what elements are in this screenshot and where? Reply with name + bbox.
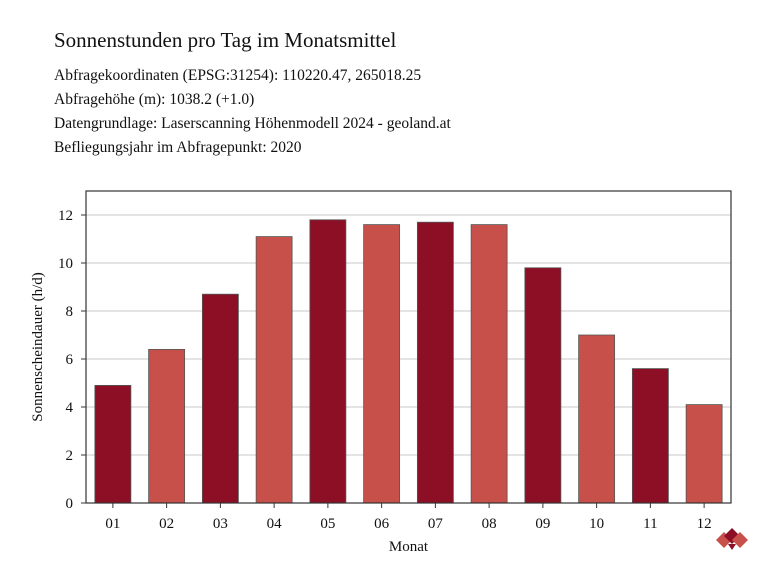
bar-07 <box>416 221 454 504</box>
chart-title: Sonnenstunden pro Tag im Monatsmittel <box>54 28 397 52</box>
x-tick-label-01: 01 <box>105 516 120 532</box>
x-tick-label-02: 02 <box>159 516 174 532</box>
bar-01 <box>94 384 132 504</box>
info-elevation: Abfragehöhe (m): 1038.2 (+1.0) <box>54 91 255 108</box>
x-tick-label-12: 12 <box>697 516 712 532</box>
bar-12 <box>685 404 723 504</box>
logo-icon <box>716 528 748 550</box>
bar-05 <box>309 219 347 504</box>
x-tick-label-03: 03 <box>213 516 228 532</box>
x-tick-label-04: 04 <box>267 516 283 532</box>
chart-header: Sonnenstunden pro Tag im Monatsmittel Ab… <box>54 26 451 160</box>
x-tick-label-11: 11 <box>643 516 657 532</box>
x-tick-label-07: 07 <box>428 516 444 532</box>
bar-02 <box>148 348 186 504</box>
y-tick-label-8: 8 <box>66 304 74 320</box>
bar-09 <box>524 267 562 504</box>
info-flight-year: Befliegungsjahr im Abfragepunkt: 2020 <box>54 139 302 156</box>
x-axis-label: Monat <box>389 539 429 555</box>
bar-08 <box>470 224 508 504</box>
bar-06 <box>363 224 401 504</box>
info-data-source: Datengrundlage: Laserscanning Höhenmodel… <box>54 115 451 132</box>
x-tick-label-10: 10 <box>589 516 604 532</box>
bar-10 <box>578 334 616 504</box>
plot-frame <box>85 190 732 504</box>
bar-11 <box>631 368 669 504</box>
y-tick-label-4: 4 <box>66 400 74 416</box>
bar-04 <box>255 236 293 504</box>
y-tick-label-0: 0 <box>66 496 74 512</box>
x-tick-label-06: 06 <box>374 516 390 532</box>
bar-03 <box>201 293 239 504</box>
x-tick-label-08: 08 <box>482 516 497 532</box>
info-coordinates: Abfragekoordinaten (EPSG:31254): 110220.… <box>54 67 422 84</box>
y-tick-label-12: 12 <box>58 208 73 224</box>
y-tick-label-6: 6 <box>66 352 74 368</box>
x-tick-label-09: 09 <box>535 516 550 532</box>
y-axis-label: Sonnenscheindauer (h/d) <box>30 272 46 422</box>
y-tick-label-2: 2 <box>66 448 74 464</box>
x-tick-label-05: 05 <box>320 516 335 532</box>
y-tick-label-10: 10 <box>58 256 73 272</box>
